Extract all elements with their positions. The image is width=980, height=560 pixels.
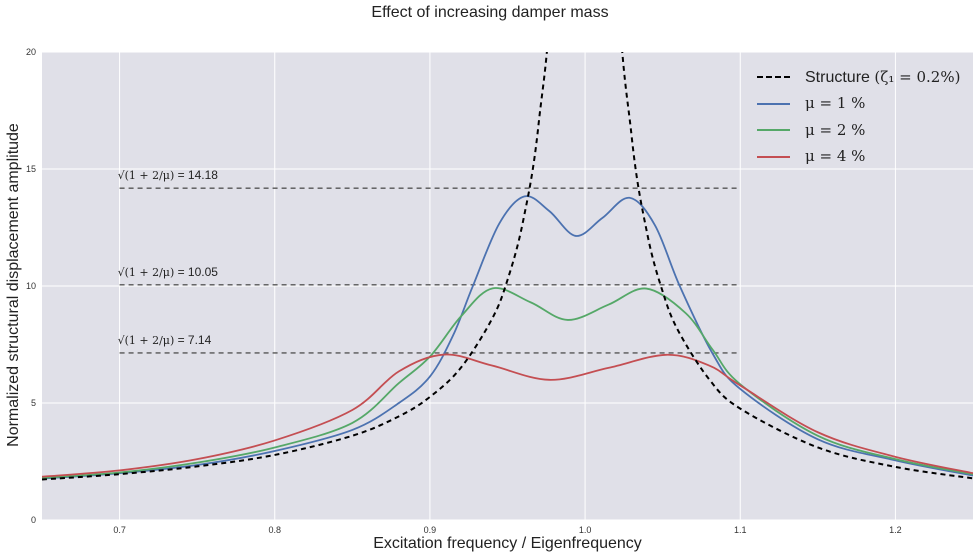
sqrt-formula: √(1 + 2/μ): [117, 169, 175, 183]
threshold-annotation: √(1 + 2/μ) = 14.18: [118, 168, 218, 182]
x-tick-label: 0.7: [113, 525, 126, 535]
legend-swatch: [757, 155, 790, 158]
legend-label: Structure (ζ₁ = 0.2%): [805, 68, 960, 87]
y-tick-label: 20: [26, 47, 36, 57]
x-tick-label: 1.2: [889, 525, 902, 535]
legend-swatch: [757, 102, 790, 105]
threshold-value: = 10.05: [177, 264, 218, 279]
x-axis-label: Excitation frequency / Eigenfrequency: [373, 535, 642, 552]
legend-label: μ = 4 %: [805, 147, 865, 166]
legend-swatch: [757, 129, 790, 132]
chart-title: Effect of increasing damper mass: [371, 4, 609, 21]
y-tick-label: 15: [26, 164, 36, 174]
x-tick-label: 1.1: [734, 525, 747, 535]
sqrt-formula: √(1 + 2/μ): [117, 265, 175, 279]
series-line-mu-1: [42, 195, 973, 480]
threshold-value: = 14.18: [177, 168, 218, 183]
legend-item: μ = 2 %: [745, 117, 960, 144]
series-line-mu-3: [42, 353, 973, 478]
y-tick-label: 0: [31, 515, 36, 525]
threshold-annotation: √(1 + 2/μ) = 10.05: [118, 265, 218, 279]
legend-item: μ = 1 %: [745, 91, 960, 118]
series-line-structure: [42, 52, 973, 481]
threshold-value: = 7.14: [177, 332, 212, 347]
x-tick-label: 0.8: [268, 525, 281, 535]
legend-swatch: [757, 76, 790, 79]
legend-label-math: μ = 1 %: [805, 94, 866, 113]
x-tick-label: 1.0: [579, 525, 592, 535]
x-tick-label: 0.9: [424, 525, 437, 535]
legend-label-math: μ = 2 %: [805, 120, 866, 139]
y-tick-label: 5: [31, 398, 36, 408]
legend-item: μ = 4 %: [745, 144, 960, 171]
legend-label-math: μ = 4 %: [805, 147, 866, 166]
legend: Structure (ζ₁ = 0.2%) μ = 1 % μ = 2 % μ = 4…: [745, 64, 960, 170]
sqrt-formula: √(1 + 2/μ): [117, 333, 175, 347]
legend-label: μ = 1 %: [805, 94, 865, 113]
y-axis-label: Normalized structural displacement ampli…: [5, 123, 22, 447]
legend-label-math: (ζ₁ = 0.2%): [874, 67, 961, 86]
legend-label-text: Structure: [805, 68, 875, 86]
y-tick-label: 10: [26, 281, 36, 291]
legend-label: μ = 2 %: [805, 121, 865, 140]
legend-item: Structure (ζ₁ = 0.2%): [745, 64, 960, 91]
threshold-annotation: √(1 + 2/μ) = 7.14: [118, 333, 212, 347]
